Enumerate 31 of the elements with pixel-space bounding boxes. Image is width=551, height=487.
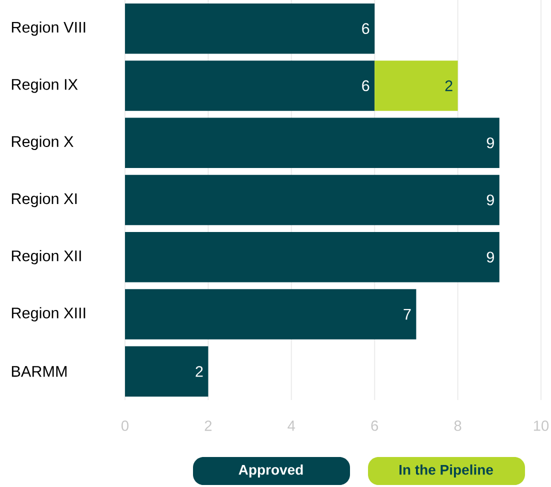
x-tick-label: 2 [204,420,212,431]
x-tick-label: 6 [371,420,378,431]
bar [125,232,500,282]
bar [125,60,375,111]
y-tick-label: Region XI [12,192,77,208]
y-tick-label: Region XIII [12,307,86,322]
x-tick-label: 0 [121,420,128,431]
y-tick-label: Region VIII [12,21,86,36]
bar [125,346,208,397]
data-label: 9 [486,194,494,206]
x-tick-label: 4 [288,420,296,431]
bar [125,289,416,340]
data-label: 9 [486,252,494,263]
y-tick-label: Region X [12,136,74,150]
data-label: 6 [362,23,370,34]
data-label: 2 [445,80,452,92]
bar [125,118,500,168]
data-label: 6 [362,80,370,92]
text: In the Pipeline [399,464,493,478]
bar [125,3,375,54]
y-tick-label: Region XII [12,250,81,264]
y-tick-label: BARMM [12,366,67,377]
y-tick-label: Region IX [12,78,78,93]
data-label: 2 [196,366,203,377]
x-tick-label: 10 [534,420,549,431]
text: Approved [238,464,303,478]
bar [374,60,458,111]
data-label: 7 [404,309,411,320]
data-label: 9 [486,137,494,148]
bar [125,174,500,226]
x-tick-label: 8 [454,420,462,431]
